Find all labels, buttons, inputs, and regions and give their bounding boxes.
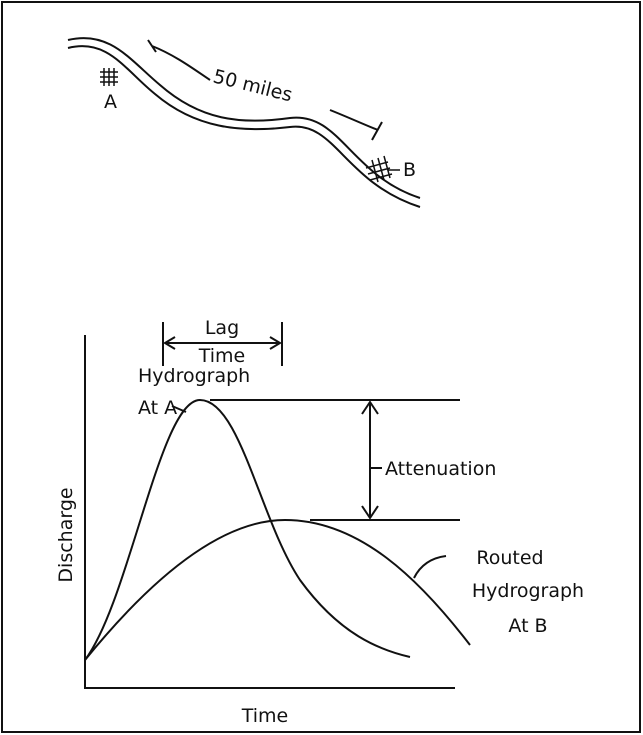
leader	[171, 405, 187, 413]
axes	[84, 335, 455, 689]
attenuation-label: Attenuation	[385, 458, 496, 480]
town-a-hatch	[100, 68, 118, 86]
hydrograph-b-label: Hydrograph	[472, 580, 584, 602]
river-bank	[67, 45, 421, 208]
hydrograph-b-label: Routed	[476, 547, 543, 569]
hydrograph-a	[84, 398, 411, 661]
lag-label: Lag	[205, 317, 239, 339]
y-axis-label: Discharge	[55, 487, 77, 582]
leader	[413, 555, 447, 579]
distance-arrow	[147, 39, 383, 141]
hydrograph-b-label: At B	[508, 615, 547, 637]
town-b-label: B	[403, 159, 416, 181]
hydrograph-b	[84, 518, 471, 661]
hydrograph-a-label: At A	[138, 397, 177, 419]
lag-label: Time	[198, 345, 246, 367]
town-b-hatch	[365, 155, 400, 183]
river-bank	[67, 37, 421, 199]
x-axis-label: Time	[241, 705, 289, 727]
town-a-label: A	[104, 91, 117, 113]
lag-bracket	[162, 322, 283, 366]
distance-label: 50 miles	[211, 66, 295, 107]
attenuation-lines	[210, 399, 460, 521]
hydrograph-a-label: Hydrograph	[138, 365, 250, 387]
